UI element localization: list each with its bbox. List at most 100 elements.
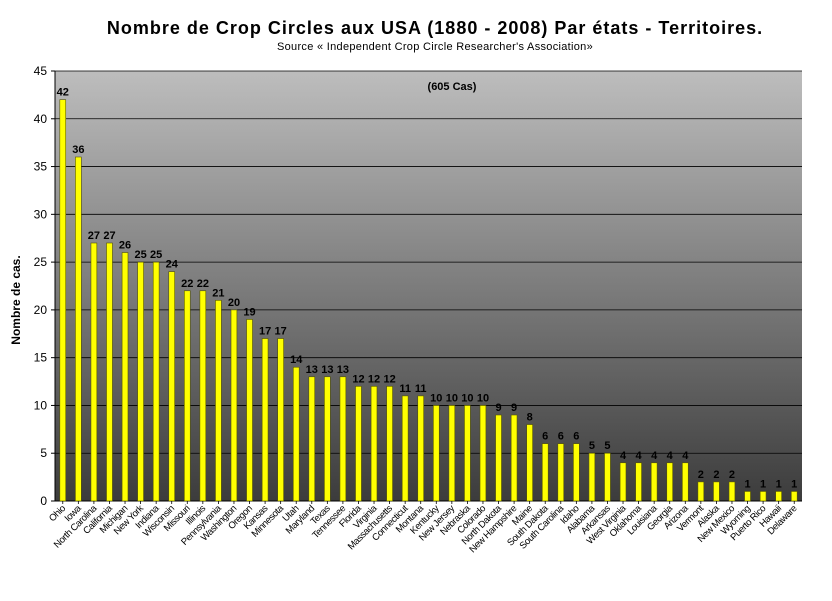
bar [619, 462, 627, 502]
data-label: 19 [243, 306, 255, 318]
data-label: 1 [791, 478, 797, 490]
bar [464, 405, 471, 502]
bar [510, 414, 518, 502]
data-label: 4 [620, 450, 627, 462]
data-label: 5 [589, 440, 595, 452]
data-label: 10 [461, 392, 473, 404]
bar [635, 462, 642, 502]
bar [604, 452, 611, 502]
data-label: 11 [415, 383, 427, 395]
y-tick-label: 30 [34, 207, 48, 221]
data-label: 42 [57, 87, 69, 99]
plot-area [55, 71, 802, 501]
data-label: 2 [729, 469, 735, 481]
bar [744, 491, 751, 502]
bar [292, 366, 300, 502]
bar [324, 376, 331, 502]
data-label: 6 [542, 431, 548, 443]
bar [759, 491, 767, 502]
bar [90, 242, 98, 502]
bar [152, 261, 160, 502]
bar [261, 338, 269, 502]
data-label: 9 [511, 402, 517, 414]
bar [168, 271, 175, 502]
bar [199, 290, 207, 502]
bar [370, 386, 378, 502]
data-label: 21 [212, 287, 224, 299]
data-label: 17 [275, 326, 287, 338]
y-tick-label: 5 [40, 446, 47, 460]
bar [495, 414, 502, 502]
bar [386, 386, 393, 502]
bar [355, 386, 362, 502]
data-label: 5 [604, 440, 610, 452]
bar [650, 462, 658, 502]
bar [728, 481, 736, 502]
data-label: 10 [430, 392, 442, 404]
data-label: 4 [667, 450, 674, 462]
bar [588, 452, 596, 502]
y-tick-label: 10 [34, 398, 48, 412]
data-label: 14 [290, 354, 303, 366]
data-label: 10 [446, 392, 458, 404]
bar [106, 242, 113, 502]
bar [541, 443, 549, 502]
bar [790, 491, 798, 502]
data-label: 12 [368, 373, 380, 385]
data-label: 4 [651, 450, 658, 462]
bar [713, 481, 720, 502]
data-label: 36 [72, 144, 84, 156]
y-tick-label: 20 [34, 303, 48, 317]
bar [401, 395, 409, 502]
bar [557, 443, 565, 502]
bar [417, 395, 424, 502]
data-label: 22 [197, 278, 209, 290]
data-label: 20 [228, 297, 240, 309]
data-label: 1 [776, 478, 782, 490]
data-label: 9 [495, 402, 501, 414]
gridlines [55, 70, 802, 454]
total-cases-annotation: (605 Cas) [428, 81, 477, 93]
y-tick-label: 35 [34, 160, 48, 174]
bar [682, 462, 689, 502]
data-label: 27 [103, 230, 115, 242]
data-label: 8 [527, 412, 533, 424]
y-tick-label: 0 [40, 494, 47, 508]
bar [666, 462, 673, 502]
bar [573, 443, 580, 502]
data-label: 4 [636, 450, 643, 462]
bar [215, 300, 222, 502]
bar [308, 376, 316, 502]
bar [137, 261, 144, 502]
data-label: 13 [306, 364, 318, 376]
data-label: 25 [134, 249, 146, 261]
data-label: 10 [477, 392, 489, 404]
data-label: 26 [119, 240, 131, 252]
data-label: 13 [321, 364, 333, 376]
bar [526, 424, 533, 502]
y-tick-label: 25 [34, 255, 48, 269]
y-axis-label: Nombre de cas. [9, 255, 23, 344]
bar [184, 290, 191, 502]
bar [121, 252, 129, 502]
bar [246, 319, 253, 502]
data-label: 12 [383, 373, 395, 385]
chart-title: Nombre de Crop Circles aux USA (1880 - 2… [106, 18, 764, 38]
data-label: 24 [166, 259, 179, 271]
chart-subtitle: Source « Independent Crop Circle Researc… [276, 41, 594, 53]
data-label: 12 [352, 373, 364, 385]
bar [339, 376, 347, 502]
data-label: 4 [682, 450, 689, 462]
bar [775, 491, 782, 502]
data-label: 25 [150, 249, 162, 261]
data-label: 11 [399, 383, 411, 395]
y-tick-label: 40 [34, 112, 48, 126]
bar [75, 156, 82, 502]
bar [277, 338, 284, 502]
data-label: 2 [713, 469, 719, 481]
bar [59, 99, 67, 502]
